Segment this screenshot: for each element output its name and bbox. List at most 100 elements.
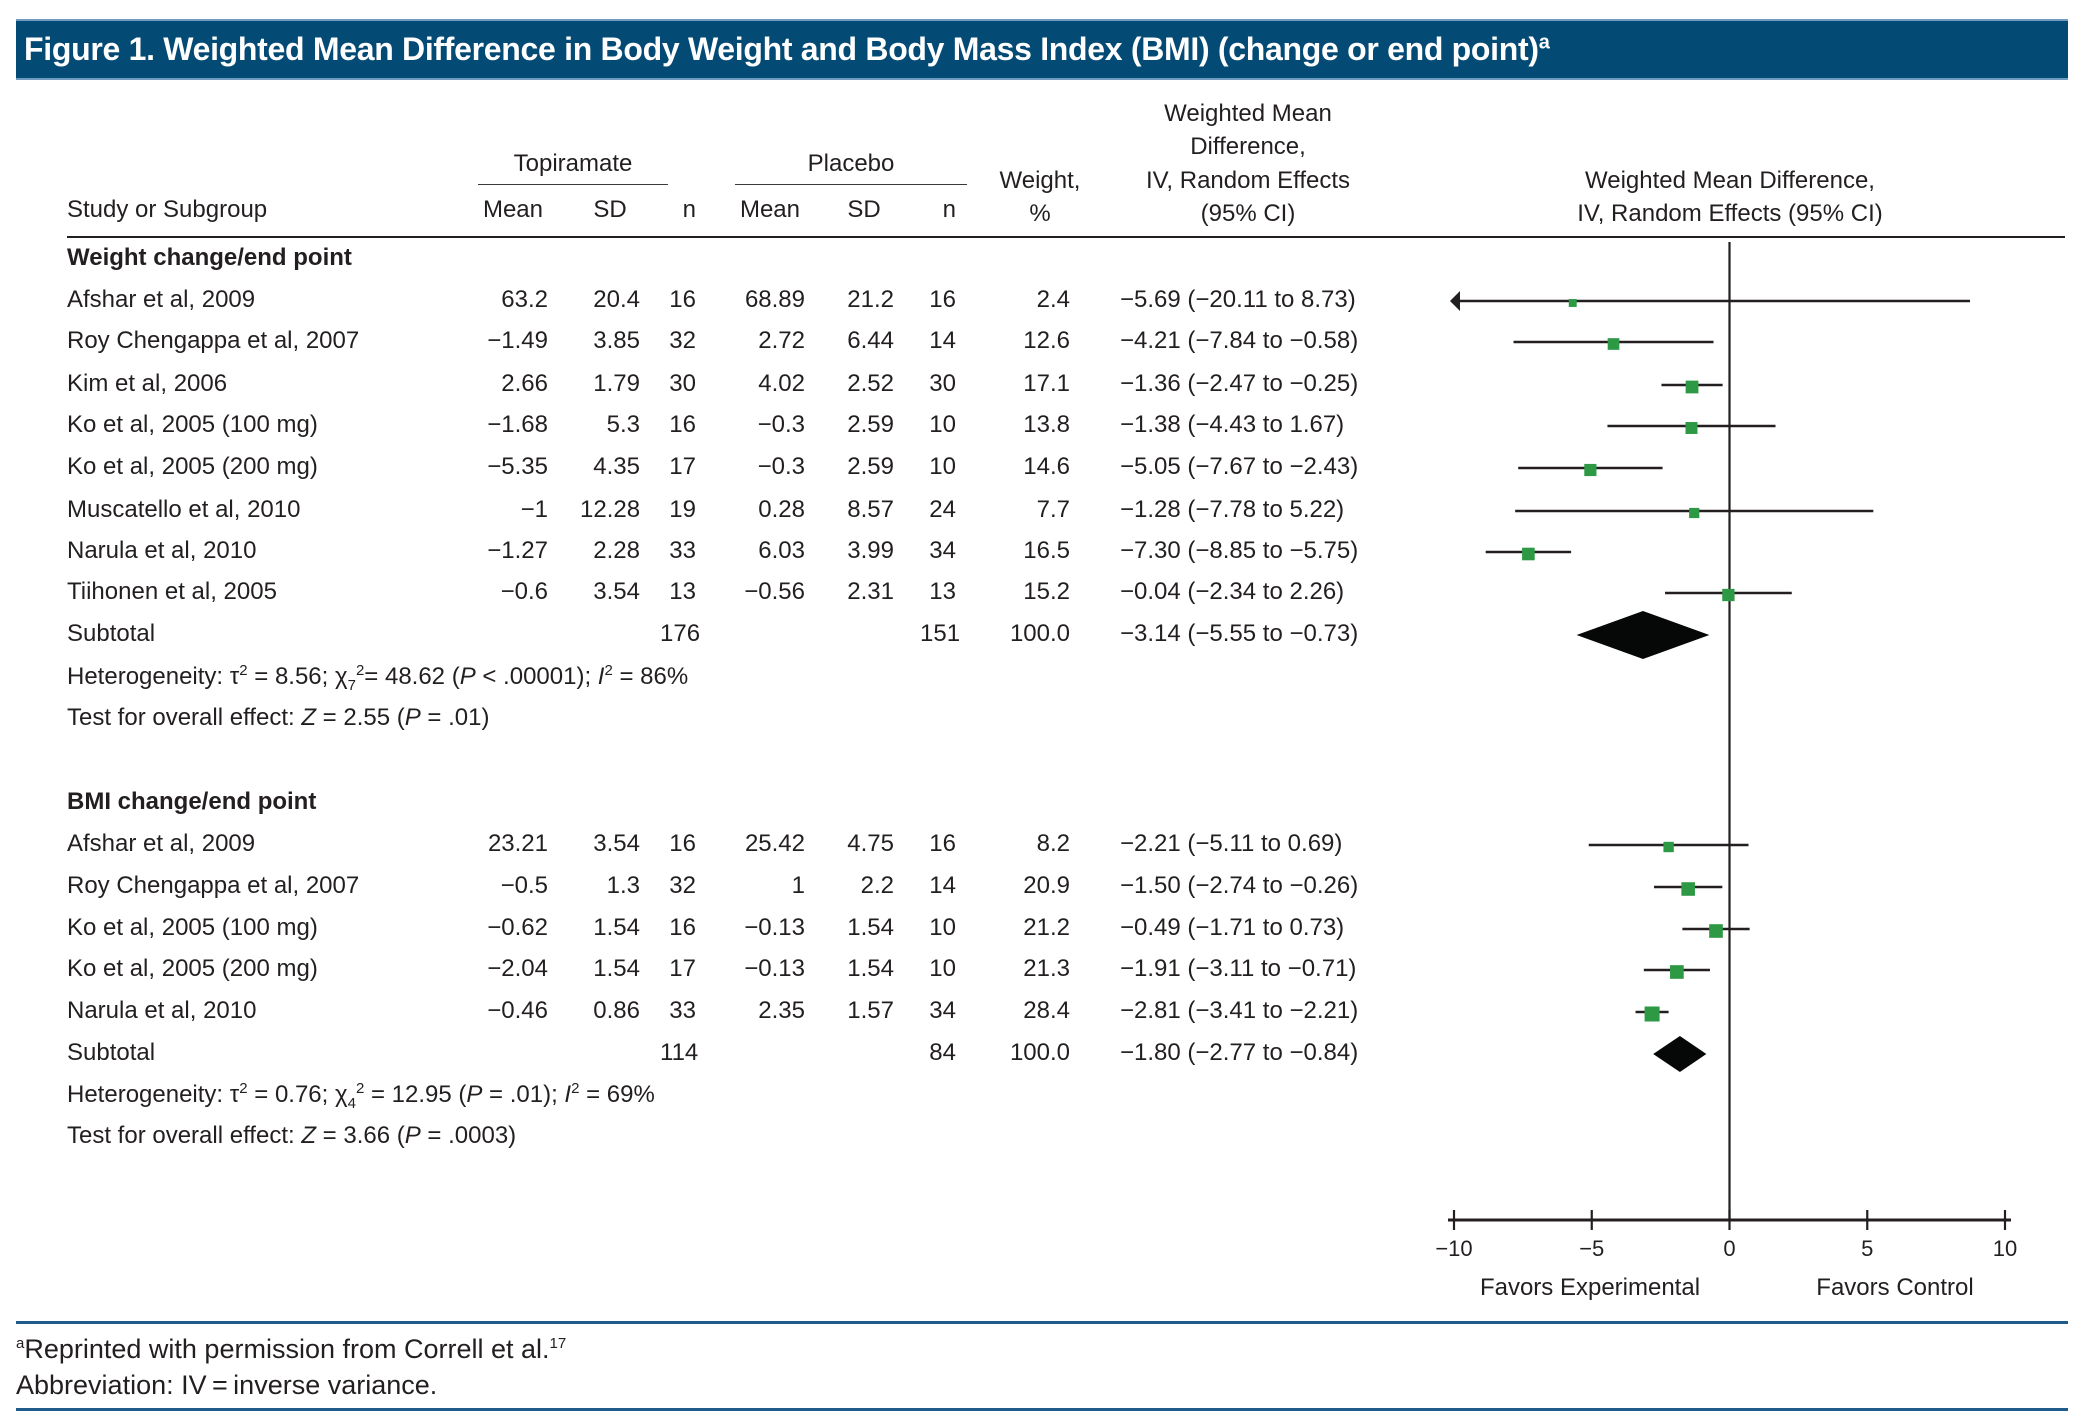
study-label: Ko et al, 2005 (100 mg) [67, 914, 318, 941]
study-marker [1685, 380, 1699, 394]
cell-p-sd: 1.54 [847, 914, 894, 941]
study-marker [1522, 547, 1535, 561]
cell-weight: 13.8 [1023, 411, 1070, 438]
x-label-favors-experimental: Favors Experimental [1479, 1274, 1701, 1301]
cell-t-sd: 2.28 [593, 537, 640, 564]
x-label-favors-control: Favors Control [1816, 1274, 1974, 1301]
het-tau-exp: 2 [239, 1080, 248, 1097]
subtotal-ci: −3.14 (−5.55 to −0.73) [1120, 620, 1359, 647]
cell-t-n: 16 [669, 830, 696, 857]
cell-t-mean: −0.5 [500, 872, 548, 899]
cell-weight: 16.5 [1023, 537, 1070, 564]
cell-t-sd: 4.35 [593, 453, 640, 480]
header-plot-2: IV, Random Effects (95% CI) [1577, 200, 1883, 227]
header-placebo-mean: Mean [739, 196, 801, 223]
cell-t-mean: −1.68 [487, 411, 548, 438]
cell-t-mean: −0.62 [487, 914, 548, 941]
cell-t-n: 32 [669, 872, 696, 899]
overall-z-label: Z [301, 1122, 316, 1149]
footnote-bottom-rule [16, 1408, 2068, 1411]
cell-p-n: 34 [929, 997, 956, 1024]
header-topiramate-sd: SD [593, 196, 627, 223]
x-tick-label: −5 [1579, 1236, 1604, 1261]
cell-ci: −7.30 (−8.85 to −5.75) [1120, 537, 1359, 564]
cell-p-sd: 2.52 [847, 370, 894, 397]
footnote-a: aReprinted with permission from Correll … [16, 1332, 566, 1366]
cell-p-mean: 68.89 [744, 286, 805, 313]
footnote-a-marker: a [16, 1335, 25, 1352]
cell-t-sd: 20.4 [593, 286, 640, 313]
cell-t-n: 17 [669, 453, 696, 480]
het-chi-val: = 12.95 ( [364, 1081, 467, 1108]
cell-t-sd: 1.54 [593, 955, 640, 982]
subtotal-p-n: 84 [929, 1039, 956, 1066]
cell-p-n: 24 [929, 496, 956, 523]
x-tick-label: 10 [1993, 1236, 2017, 1261]
het-chi-sub: 4 [347, 1094, 356, 1112]
study-marker [1681, 882, 1695, 896]
study-label: Roy Chengappa et al, 2007 [67, 872, 360, 899]
cell-weight: 28.4 [1023, 997, 1070, 1024]
het-i-exp: 2 [604, 662, 613, 679]
cell-p-mean: 25.42 [744, 830, 805, 857]
cell-p-mean: −0.3 [757, 453, 805, 480]
x-tick-label: 5 [1861, 1236, 1873, 1261]
cell-p-mean: −0.3 [757, 411, 805, 438]
cell-p-mean: 0.28 [758, 496, 805, 523]
cell-t-n: 16 [669, 286, 696, 313]
cell-t-n: 33 [669, 537, 696, 564]
figure-title-text: Figure 1. Weighted Mean Difference in Bo… [24, 31, 1539, 67]
cell-t-sd: 1.54 [593, 914, 640, 941]
study-marker [1607, 338, 1620, 350]
het-tau-val: = 8.56; χ [247, 663, 348, 690]
het-chi-val: = 48.62 ( [364, 663, 460, 690]
cell-weight: 7.7 [1036, 496, 1070, 523]
het-chi-sub: 7 [347, 676, 356, 694]
study-label: Ko et al, 2005 (200 mg) [67, 955, 318, 982]
cell-p-mean: −0.13 [744, 955, 805, 982]
study-marker [1663, 841, 1674, 853]
het-prefix: Heterogeneity: τ [67, 663, 240, 690]
cell-t-sd: 12.28 [580, 496, 641, 523]
subtotal-t-n: 176 [660, 620, 701, 647]
het-chi-exp: 2 [355, 1080, 365, 1097]
overall-z-val: = 3.66 ( [316, 1122, 405, 1149]
header-wmd-1: Weighted Mean [1164, 100, 1332, 127]
placebo-underline [735, 184, 967, 185]
cell-p-mean: 2.35 [758, 997, 805, 1024]
cell-t-sd: 5.3 [606, 411, 640, 438]
cell-t-mean: 63.2 [501, 286, 548, 313]
cell-t-n: 19 [669, 496, 696, 523]
cell-p-sd: 8.57 [847, 496, 894, 523]
het-chi-exp: 2 [355, 662, 365, 679]
cell-weight: 21.3 [1023, 955, 1070, 982]
cell-t-n: 16 [669, 914, 696, 941]
cell-t-mean: −2.04 [487, 955, 548, 982]
cell-p-mean: 1 [791, 872, 805, 899]
cell-ci: −4.21 (−7.84 to −0.58) [1120, 327, 1359, 354]
cell-p-n: 10 [929, 955, 956, 982]
header-placebo-sd: SD [847, 196, 881, 223]
het-tau-exp: 2 [239, 662, 248, 679]
study-label: Tiihonen et al, 2005 [67, 578, 277, 605]
cell-weight: 21.2 [1023, 914, 1070, 941]
overall-z-label: Z [301, 704, 316, 731]
subtotal-label: Subtotal [67, 620, 156, 647]
header-topiramate-n: n [682, 196, 696, 223]
study-marker [1568, 299, 1577, 307]
x-tick-label: 0 [1723, 1236, 1735, 1261]
het-p-val: < .00001); [475, 663, 598, 690]
cell-weight: 20.9 [1023, 872, 1070, 899]
cell-p-sd: 2.31 [847, 578, 894, 605]
topiramate-underline [478, 184, 668, 185]
cell-ci: −5.05 (−7.67 to −2.43) [1120, 453, 1359, 480]
header-wmd-4: (95% CI) [1200, 200, 1296, 227]
het-tau-val: = 0.76; χ [247, 1081, 348, 1108]
study-label: Ko et al, 2005 (100 mg) [67, 411, 318, 438]
study-marker [1584, 463, 1597, 477]
cell-ci: −1.28 (−7.78 to 5.22) [1120, 496, 1345, 523]
het-p-label: P [466, 1081, 483, 1108]
overall-z-val: = 2.55 ( [316, 704, 405, 731]
x-tick-label: −10 [1435, 1236, 1472, 1261]
